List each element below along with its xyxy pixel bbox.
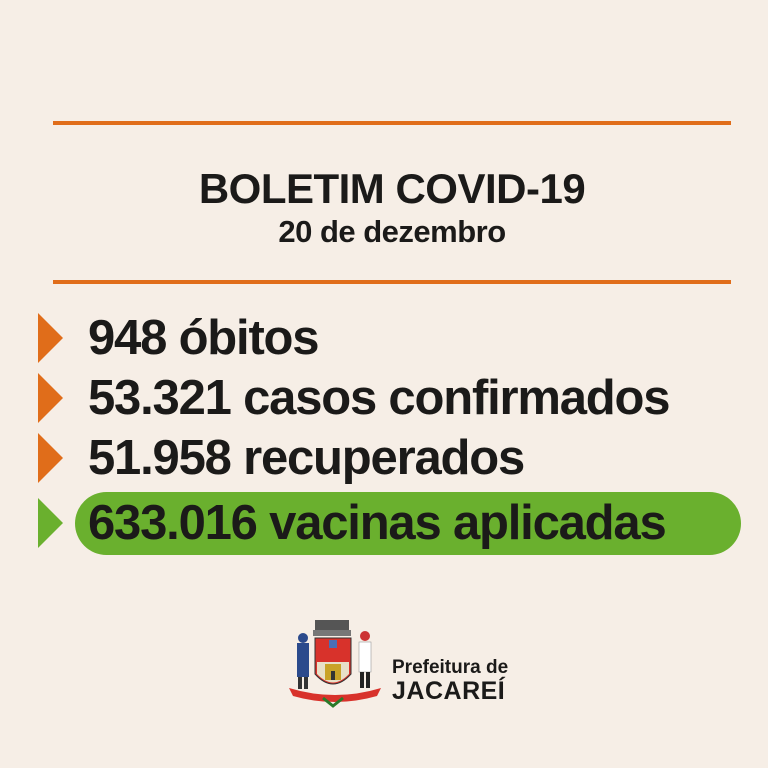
stat-vaccines: 633.016 vacinas aplicadas <box>88 496 667 550</box>
stat-deaths: 948 óbitos <box>88 311 320 365</box>
arrow-icon <box>38 433 63 483</box>
footer-city: JACAREÍ <box>392 677 506 705</box>
stat-confirmed-cases: 53.321 casos confirmados <box>88 371 670 425</box>
arrow-icon <box>38 498 63 548</box>
stat-recovered: 51.958 recuperados <box>88 431 525 485</box>
vaccines-highlight <box>75 492 741 555</box>
bulletin-date: 20 de dezembro <box>278 214 506 249</box>
bulletin-title: BOLETIM COVID-19 <box>198 165 586 212</box>
jacarei-coat-of-arms-icon <box>289 620 381 708</box>
arrow-icon <box>38 373 63 423</box>
bottom-divider <box>53 280 731 284</box>
top-divider <box>53 121 731 125</box>
arrow-icon <box>38 313 63 363</box>
footer-prefeitura: Prefeitura de <box>392 657 509 678</box>
